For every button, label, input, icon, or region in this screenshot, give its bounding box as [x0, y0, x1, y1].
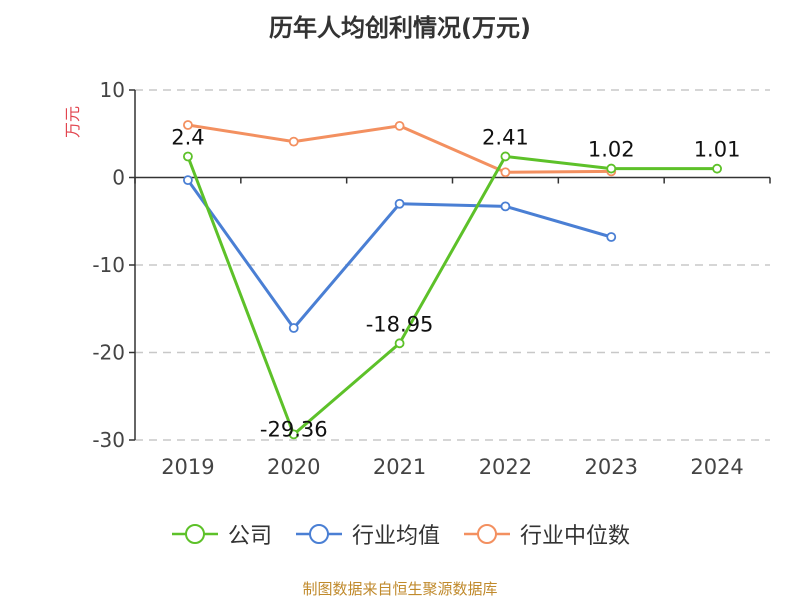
series-industry-median-point	[500, 167, 511, 178]
data-label: 2.4	[171, 126, 204, 150]
legend-line-circle-icon	[295, 524, 342, 544]
series-company-point	[183, 151, 193, 162]
x-tick-label: 2024	[690, 455, 743, 479]
legend-label: 公司	[227, 524, 272, 549]
chart-title: 历年人均创利情况(万元)	[269, 14, 531, 42]
y-tick-label: -10	[92, 253, 125, 277]
series-industry-median-point	[394, 120, 405, 131]
source-note: 制图数据来自恒生聚源数据库	[302, 580, 498, 598]
x-tick-label: 2023	[585, 455, 638, 479]
series-company-point	[288, 429, 299, 440]
data-label: 1.01	[694, 138, 741, 162]
series-industry-avg-point	[183, 175, 193, 186]
y-axis-unit-label: 万元	[63, 106, 82, 138]
y-tick-label: -30	[92, 428, 125, 452]
series-industry-median-line	[187, 123, 612, 174]
series-industry-median-point	[288, 136, 299, 147]
series-industry-avg-point	[500, 201, 511, 212]
series-company-line	[186, 154, 718, 436]
series-industry-median-point	[183, 120, 193, 130]
series-industry-avg-point	[394, 198, 405, 209]
x-tick-label: 2022	[479, 455, 532, 479]
y-tick-label: 10	[100, 78, 125, 102]
y-tick-label: -20	[92, 341, 125, 365]
legend-item[interactable]: 行业均值	[294, 518, 440, 550]
legend-line-circle-icon	[464, 524, 510, 544]
series-industry-avg-point	[606, 232, 617, 242]
y-tick-label: 0	[112, 166, 125, 190]
series-company-point	[500, 151, 511, 162]
legend-item[interactable]: 公司	[170, 518, 272, 550]
legend-label: 行业中位数	[520, 524, 631, 549]
x-tick-label: 2019	[161, 455, 214, 479]
legend-label: 行业均值	[351, 524, 440, 549]
series-company-point	[394, 338, 405, 349]
data-label: 1.02	[588, 138, 635, 162]
x-tick-label: 2020	[267, 455, 320, 479]
data-label: -29.36	[260, 417, 328, 441]
legend-item[interactable]: 行业中位数	[462, 518, 630, 550]
legend-line-circle-icon	[171, 524, 218, 544]
series-company-point	[712, 163, 722, 174]
legend: 公司 行业均值 行业中位数	[0, 518, 800, 550]
x-tick-label: 2021	[373, 455, 426, 479]
series-industry-avg-point	[288, 323, 299, 333]
data-label: 2.41	[482, 125, 529, 149]
data-label: -18.95	[366, 312, 434, 336]
series-company-point	[606, 163, 617, 174]
